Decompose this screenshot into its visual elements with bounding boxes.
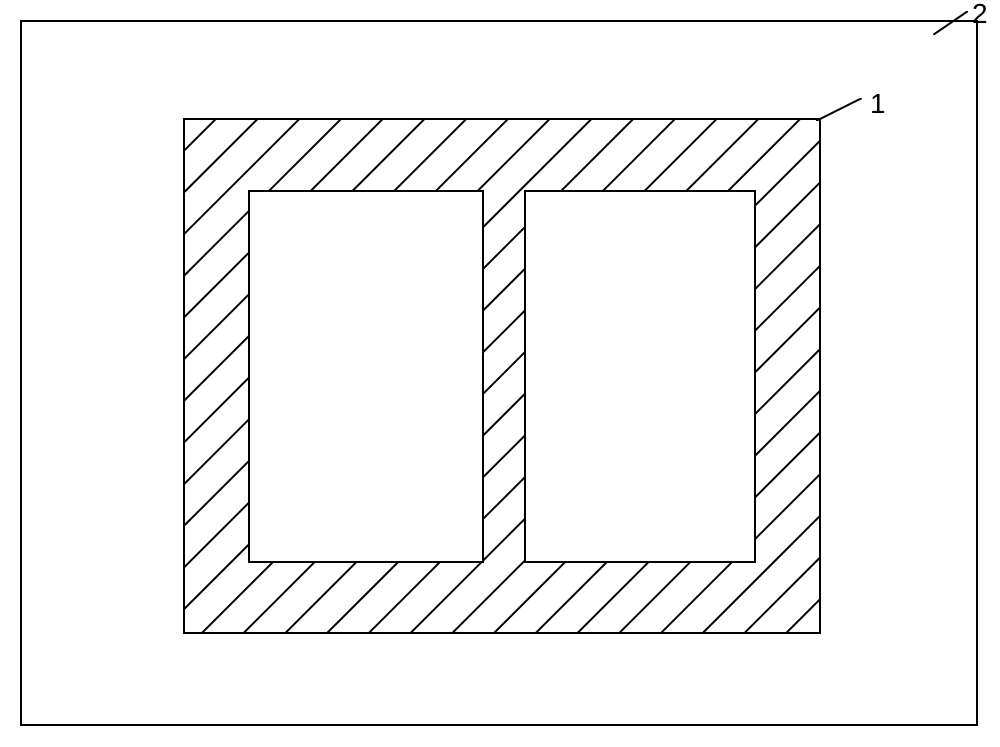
callout-label-2: 2: [972, 0, 988, 28]
hatched-block: [183, 118, 821, 634]
cutout-left: [248, 190, 484, 563]
callout-label-1: 1: [870, 90, 886, 118]
diagram-canvas: 1 2: [0, 0, 1000, 747]
cutout-right: [524, 190, 756, 563]
